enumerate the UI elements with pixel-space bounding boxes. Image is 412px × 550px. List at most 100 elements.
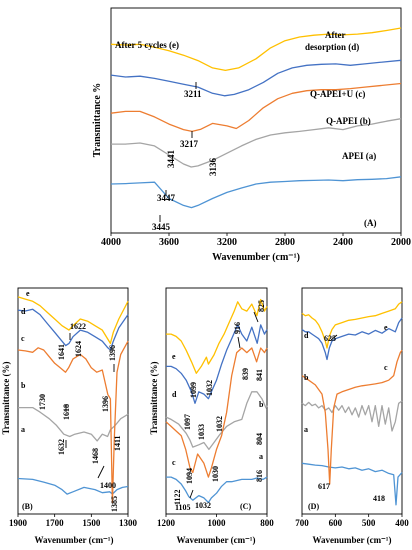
x-tick-label: 1000 [208,518,227,528]
peak-1396-mid: 1396 [101,396,110,412]
x-tick-label: 1300 [119,518,138,528]
label-q-apei: Q-APEI (b) [326,116,371,126]
series-e-line [301,301,403,349]
peak-916: 916 [233,322,242,334]
panel-c-ticks: 1200 1000 800 [157,514,274,528]
peak-1730: 1730 [38,394,47,410]
peak-1622: 1622 [70,322,86,331]
x-tick-label: 3600 [159,237,179,248]
peak-418: 418 [373,494,385,503]
series-a-line [110,176,402,209]
peak-1618: 1618 [62,404,71,420]
panel-b: 1900 1700 1500 1300 e d c b a 1730 1641 162… [1,287,138,545]
peak-841: 841 [255,369,264,381]
panel-d-xlabel: Wavenumber (cm⁻¹) [312,535,391,545]
series-b-line [18,406,129,442]
peak-1641: 1641 [57,344,66,360]
panel-a: 4000 3600 3200 2800 2400 2000 After 5 cycles … [92,7,411,263]
leader-916 [237,336,241,349]
x-tick-label: 600 [329,518,343,528]
x-tick-label: 4000 [101,237,121,248]
panel-d-letter-b: b [304,373,309,382]
panel-c-curves [165,298,268,504]
panel-c-letter-a: a [259,452,263,461]
panel-b-letter-d: d [21,307,26,316]
panel-c-label: (C) [240,502,251,511]
peak-617: 617 [318,482,330,491]
peak-1094: 1094 [185,468,194,484]
x-tick-label: 1700 [46,518,65,528]
series-e-line [17,296,129,345]
panel-a-ticks: 4000 3600 3200 2800 2400 2000 [101,233,411,248]
peak-1632: 1632 [57,439,66,455]
panel-b-frame [17,287,129,515]
peak-1468: 1468 [91,448,100,464]
label-q-apei-u: Q-APEI+U (c) [310,89,365,99]
peak-1032-mid: 1032 [215,416,224,432]
panel-c-letter-e: e [172,352,176,361]
panel-c-letter-d: d [172,390,177,399]
leader-825 [253,311,259,323]
panel-a-frame [110,7,402,234]
peak-3217: 3217 [180,139,199,149]
panel-c-xlabel: Wavenumber (cm⁻¹) [176,535,255,545]
peak-804: 804 [255,433,264,445]
peak-leader-lines [65,82,338,499]
series-b-line [165,391,268,451]
x-tick-label: 400 [395,518,409,528]
series-c-line [110,82,402,133]
series-d-line [166,324,268,404]
panel-c: 1200 1000 800 e d c b a 916 825 1099 1032 … [149,287,274,545]
x-tick-label: 800 [260,518,274,528]
panel-b-letter-a: a [21,425,25,434]
peak-839: 839 [241,368,250,380]
panel-d-letter-d: d [304,331,309,340]
panel-b-ylabel: Transmittance (%) [1,361,11,434]
panel-d-letter-a: a [304,425,308,434]
peak-1099: 1099 [189,382,198,398]
series-d-line [301,317,403,361]
panel-a-ylabel: Transmittance % [92,83,103,158]
x-tick-label: 3200 [217,237,237,248]
label-after-5-cycles: After 5 cycles (e) [115,40,179,50]
panel-a-xlabel: Wavenumber (cm⁻¹) [212,252,300,263]
panel-a-curves [110,27,402,209]
x-tick-label: 2000 [391,237,411,248]
peak-3447: 3447 [157,193,176,203]
panel-b-letter-b: b [21,381,26,390]
series-c-line [165,347,268,478]
leader-625 [330,334,338,341]
panel-d-letter-e: e [384,323,388,332]
panel-c-letter-c: c [172,458,176,467]
peak-1032-top: 1032 [205,380,214,396]
panel-d-curves [301,301,403,506]
peak-625: 625 [324,334,336,343]
series-c-line [301,349,403,485]
series-a-line [166,476,268,504]
peak-1385: 1385 [110,496,119,512]
peak-1122: 1122 [173,489,182,505]
x-tick-label: 1200 [157,518,176,528]
peak-3211: 3211 [184,89,202,99]
panel-d-letter-c: c [384,363,388,372]
peak-1033: 1033 [197,424,206,440]
x-tick-label: 1500 [82,518,101,528]
series-d-line [110,59,402,97]
panel-c-letter-b: b [259,400,264,409]
series-b-line [301,400,403,432]
x-tick-label: 700 [295,518,309,528]
panel-b-curves [17,296,129,504]
peak-825: 825 [257,300,266,312]
series-a-line [17,477,129,495]
panel-b-letter-e: e [26,289,30,298]
peak-1097: 1097 [183,414,192,430]
panel-b-ticks: 1900 1700 1500 1300 [9,514,138,528]
x-tick-label: 2400 [333,237,353,248]
panel-b-xlabel: Wavenumber (cm⁻¹) [34,535,113,545]
peak-1400: 1400 [100,481,116,490]
series-d-line [17,308,129,351]
series-e-line [166,298,268,374]
panel-d-ticks: 700 600 500 400 [295,514,409,528]
panel-a-label: (A) [364,218,377,228]
